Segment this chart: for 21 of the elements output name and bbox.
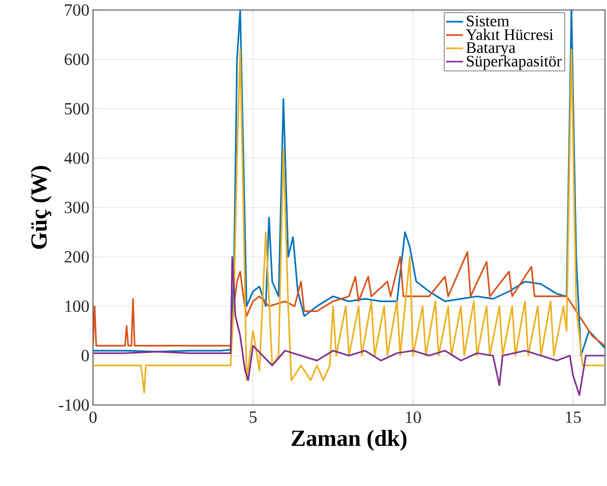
legend-label: Yakıt Hücresi [466,28,554,40]
x-tick-label: 15 [566,412,581,423]
y-tick-label: 500 [64,103,89,114]
legend-label: Süperkapasitör [466,55,562,70]
y-tick-label: 400 [64,152,89,164]
x-tick-label: 5 [250,412,257,423]
line-series [93,10,605,356]
y-axis-title: Güç (W) [30,166,52,249]
line-series [93,256,605,396]
legend-label: Batarya [466,42,516,56]
y-tick-label: 100 [65,300,89,312]
y-tick-label: 0 [82,350,89,362]
x-axis-title: Zaman (dk) [292,430,406,451]
y-tick-label: 200 [64,251,89,263]
y-tick-label: 700 [65,4,89,16]
legend-label: Sistem [466,16,510,26]
y-tick-label: 300 [64,202,89,214]
y-tick-label: 600 [64,54,89,66]
y-tick-label: -100 [58,399,89,411]
x-tick-label: 0 [89,412,97,423]
x-tick-label: 10 [406,412,421,423]
